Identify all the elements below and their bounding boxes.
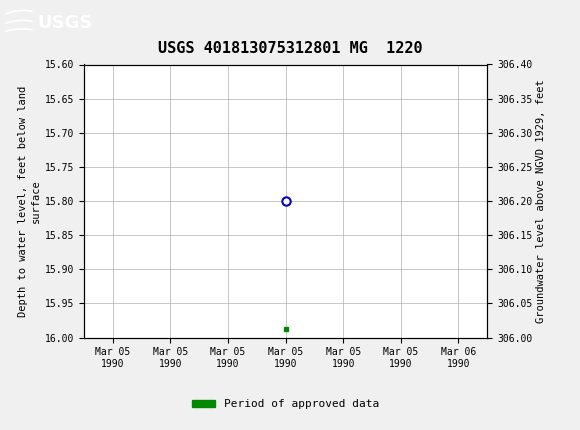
Legend: Period of approved data: Period of approved data	[188, 395, 383, 414]
Y-axis label: Groundwater level above NGVD 1929, feet: Groundwater level above NGVD 1929, feet	[536, 79, 546, 323]
Text: USGS: USGS	[38, 14, 93, 31]
Text: USGS 401813075312801 MG  1220: USGS 401813075312801 MG 1220	[158, 41, 422, 56]
Y-axis label: Depth to water level, feet below land
surface: Depth to water level, feet below land su…	[17, 86, 41, 316]
